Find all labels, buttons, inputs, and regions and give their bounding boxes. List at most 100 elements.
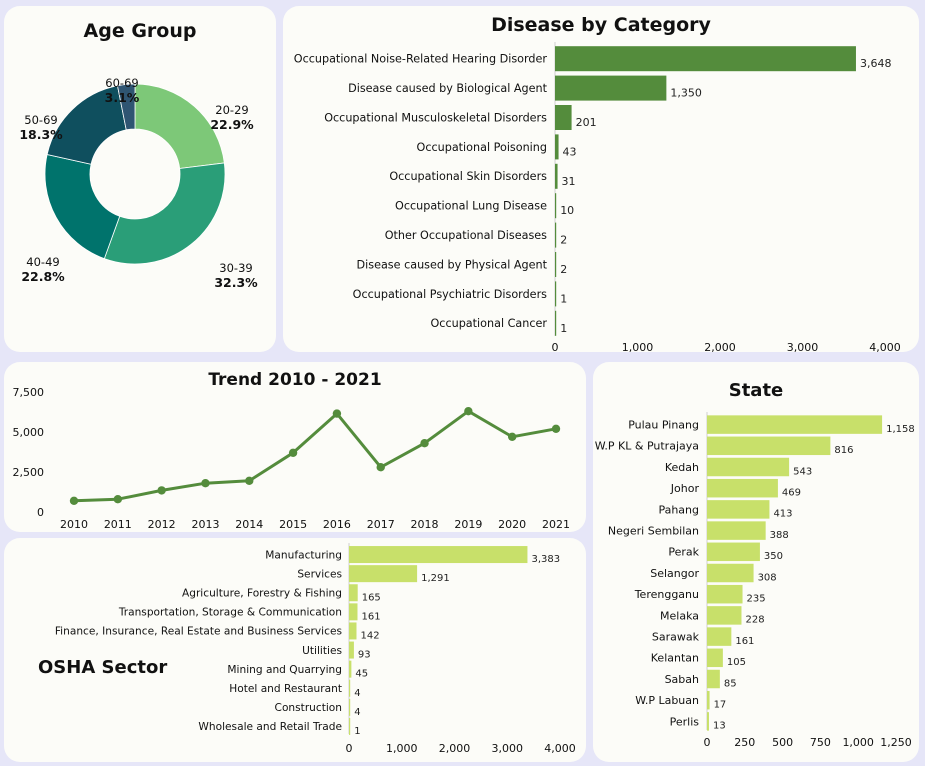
- value-label: 1,158: [886, 424, 915, 435]
- category-label: Occupational Noise-Related Hearing Disor…: [294, 53, 548, 66]
- x-tick-label: 2010: [60, 518, 88, 531]
- category-label: Agriculture, Forestry & Fishing: [182, 587, 342, 599]
- trend-point: [507, 432, 517, 441]
- x-tick-label: 2018: [411, 518, 439, 531]
- x-tick-label: 3,000: [787, 341, 819, 352]
- category-label: Perak: [668, 546, 699, 559]
- value-label: 165: [362, 592, 381, 603]
- sector-panel: Manufacturing 3,383 Services 1,291 Agricultu…: [4, 538, 586, 762]
- value-label: 161: [735, 636, 754, 647]
- x-tick-label: 4,000: [869, 341, 901, 352]
- bar: [707, 457, 790, 477]
- state-panel: State Pulau Pinang 1,158 W.P KL & Putrajay…: [593, 362, 919, 762]
- y-tick-label: 2,500: [13, 466, 45, 479]
- value-label: 235: [747, 593, 766, 604]
- value-label: 469: [782, 487, 801, 498]
- bar: [555, 222, 557, 248]
- category-label: Hotel and Restaurant: [229, 683, 342, 695]
- value-label: 4: [354, 707, 360, 718]
- category-label: Utilities: [302, 645, 342, 657]
- bar: [555, 134, 559, 160]
- bar: [555, 105, 572, 130]
- x-tick-label: 2012: [148, 518, 176, 531]
- value-label: 4: [354, 688, 360, 699]
- category-label: Manufacturing: [265, 549, 342, 561]
- category-label: Other Occupational Diseases: [385, 229, 547, 242]
- value-label: 43: [563, 145, 577, 158]
- x-tick-label: 0: [704, 736, 711, 749]
- value-label: 13: [713, 721, 726, 732]
- category-label: Occupational Musculoskeletal Disorders: [324, 111, 547, 124]
- trend-point: [201, 479, 210, 488]
- category-label: Finance, Insurance, Real Estate and Busi…: [55, 626, 342, 638]
- slice-percent-label: 32.3%: [214, 275, 258, 290]
- bar: [707, 584, 743, 604]
- bar: [707, 415, 883, 434]
- donut-slice: [44, 154, 121, 260]
- x-tick-label: 1,000: [622, 341, 654, 352]
- sector-title: OSHA Sector: [38, 657, 168, 678]
- value-label: 1,291: [421, 573, 450, 584]
- trend-point: [376, 463, 385, 472]
- disease-bar-chart: Occupational Noise-Related Hearing Disor…: [294, 42, 901, 352]
- category-label: Pulau Pinang: [628, 418, 699, 431]
- slice-category-label: 40-49: [26, 255, 59, 269]
- category-label: Mining and Quarrying: [227, 664, 342, 676]
- category-label: Construction: [275, 702, 342, 714]
- x-tick-label: 500: [772, 736, 793, 749]
- x-tick-label: 2013: [191, 518, 219, 531]
- category-label: Terengganu: [634, 588, 699, 601]
- value-label: 308: [758, 572, 777, 583]
- trend-point: [551, 424, 561, 433]
- bar: [555, 252, 557, 277]
- trend-line-chart: 0 2,500 5,000 7,500 2010 2011 2012 2013 2014 2015…: [13, 386, 571, 531]
- x-tick-label: 2014: [235, 518, 263, 531]
- category-label: Pahang: [658, 503, 699, 516]
- bar: [349, 679, 351, 697]
- trend-point: [157, 486, 166, 495]
- x-tick-label: 3,000: [492, 742, 524, 755]
- category-label: Occupational Poisoning: [417, 141, 547, 154]
- sector-bar-chart: Manufacturing 3,383 Services 1,291 Agricultu…: [55, 543, 576, 755]
- category-label: Wholesale and Retail Trade: [198, 721, 342, 733]
- y-tick-label: 5,000: [13, 426, 45, 439]
- bar: [555, 281, 557, 307]
- value-label: 3,383: [531, 554, 560, 565]
- age-group-panel: Age Group 20-29 22.9% 30-39 32.3% 40-49 22.8%…: [4, 6, 276, 352]
- value-label: 1,350: [670, 87, 702, 100]
- x-tick-label: 2015: [279, 518, 307, 531]
- value-label: 1: [560, 322, 567, 335]
- trend-panel: Trend 2010 - 2021 0 2,500 5,000 7,500 2010 20…: [4, 362, 586, 532]
- value-label: 93: [358, 650, 371, 661]
- bar: [555, 163, 558, 189]
- x-tick-label: 750: [810, 736, 831, 749]
- bar: [707, 500, 770, 519]
- donut-slice: [103, 162, 226, 265]
- x-tick-label: 1,250: [880, 736, 912, 749]
- trend-point: [420, 439, 429, 448]
- x-tick-label: 2,000: [439, 742, 471, 755]
- value-label: 388: [770, 530, 789, 541]
- value-label: 228: [745, 615, 764, 626]
- state-bar-chart: Pulau Pinang 1,158 W.P KL & Putrajaya 816 Ke…: [595, 412, 915, 749]
- category-label: Kedah: [665, 461, 699, 474]
- bar: [349, 660, 352, 678]
- category-label: Negeri Sembilan: [608, 524, 699, 537]
- bar: [349, 698, 351, 716]
- x-tick-label: 0: [346, 742, 353, 755]
- bar: [707, 690, 710, 710]
- bar: [349, 641, 354, 659]
- bar: [349, 622, 357, 640]
- category-label: Occupational Psychiatric Disorders: [353, 288, 547, 301]
- disease-panel: Disease by Category Occupational Noise-R…: [283, 6, 919, 352]
- trend-title: Trend 2010 - 2021: [208, 370, 382, 390]
- category-label: Sabah: [665, 673, 699, 686]
- slice-category-label: 20-29: [215, 103, 248, 117]
- bar: [349, 717, 351, 735]
- bar: [555, 310, 557, 336]
- value-label: 161: [361, 611, 380, 622]
- trend-point: [113, 495, 123, 504]
- category-label: Occupational Cancer: [431, 317, 548, 330]
- value-label: 543: [793, 466, 812, 477]
- value-label: 45: [355, 669, 368, 680]
